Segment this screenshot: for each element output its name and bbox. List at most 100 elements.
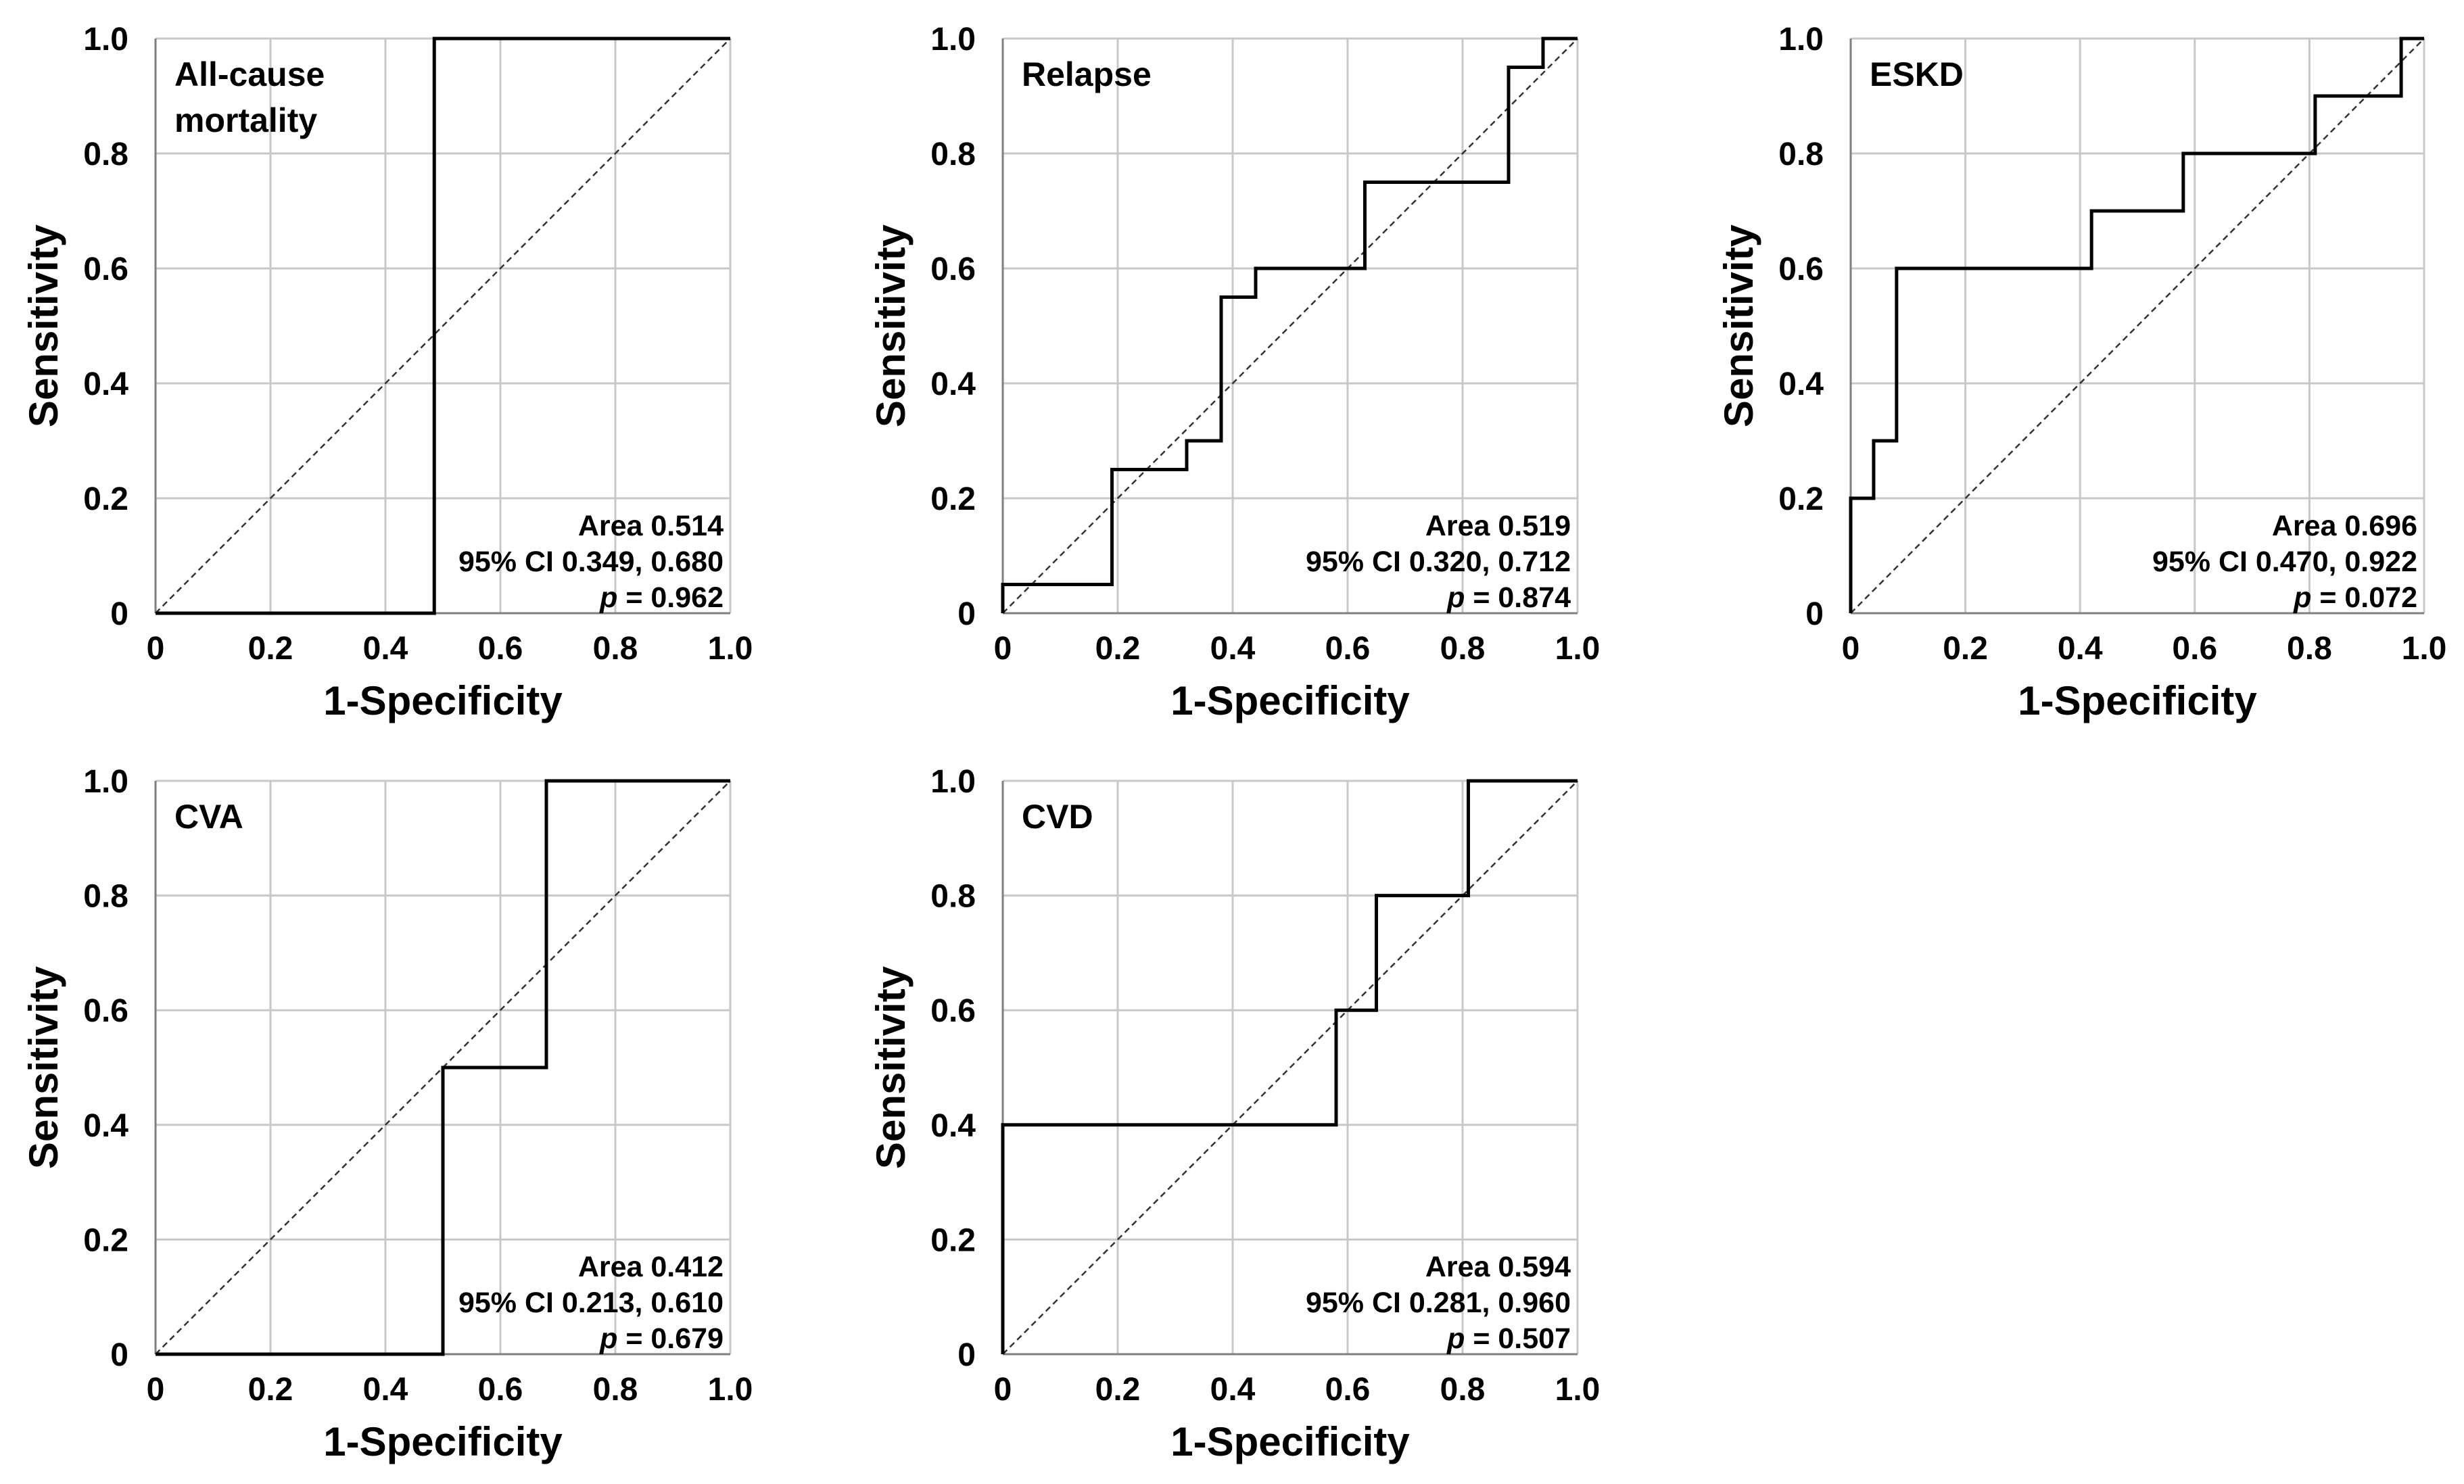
auc-label: Area 0.412 — [578, 1251, 724, 1283]
y-tick-label: 0.6 — [83, 993, 128, 1029]
panel-title: Relapse — [1022, 55, 1152, 93]
x-tick-label: 0.2 — [1095, 631, 1141, 667]
reference-diagonal — [155, 38, 731, 614]
y-tick-label: 0.6 — [83, 252, 128, 287]
x-axis-title: 1-Specificity — [1170, 678, 1410, 723]
roc-curve — [1001, 37, 1578, 613]
y-tick-label: 1.0 — [83, 764, 128, 800]
auc-label: Area 0.519 — [1425, 510, 1571, 542]
panel-title: mortality — [174, 101, 317, 139]
auc-label: Area 0.594 — [1425, 1251, 1571, 1283]
x-tick-label: 0.6 — [2172, 631, 2217, 667]
p-symbol: p — [2293, 581, 2311, 614]
y-tick-label: 0 — [957, 596, 976, 632]
roc-curve — [156, 37, 730, 615]
x-tick-label: 0.4 — [363, 631, 408, 667]
x-tick-label: 0.6 — [478, 1372, 523, 1408]
p-value-label: p = 0.679 — [599, 1322, 724, 1355]
reference-diagonal — [1002, 38, 1578, 614]
x-tick-label: 1.0 — [2402, 631, 2447, 667]
y-tick-label: 0.4 — [1778, 366, 1824, 402]
roc-panel-1: 0 0.2 0.4 0.6 0.8 1.0 0 0.2 0.4 0.6 0.8 1.0 1-Specif… — [868, 22, 1600, 723]
auc-label: Area 0.696 — [2272, 510, 2417, 542]
p-value: = 0.072 — [2311, 581, 2417, 614]
x-tick-label: 0.4 — [2058, 631, 2103, 667]
x-tick-label: 0.2 — [1095, 1372, 1141, 1408]
y-axis-title: Sensitivity — [21, 965, 66, 1169]
y-tick-label: 0.2 — [83, 1222, 128, 1258]
x-tick-label: 1.0 — [708, 631, 753, 667]
x-tick-label: 0.2 — [248, 631, 293, 667]
y-tick-label: 0.2 — [930, 481, 976, 517]
p-value-label: p = 0.507 — [1446, 1322, 1571, 1355]
y-axis-title: Sensitivity — [868, 224, 914, 427]
x-tick-label: 0.6 — [478, 631, 523, 667]
y-tick-label: 0.2 — [1778, 481, 1824, 517]
reference-diagonal — [1002, 780, 1578, 1355]
x-tick-label: 0 — [147, 631, 165, 667]
roc-panel-4: 0 0.2 0.4 0.6 0.8 1.0 0 0.2 0.4 0.6 0.8 1.0 1-Specif… — [868, 764, 1600, 1464]
x-tick-label: 0.8 — [593, 1372, 638, 1408]
x-tick-label: 0.4 — [1210, 631, 1256, 667]
y-tick-label: 0.4 — [930, 366, 976, 402]
p-value-label: p = 0.072 — [2293, 581, 2417, 614]
p-symbol: p — [1446, 581, 1465, 614]
p-symbol: p — [1446, 1322, 1465, 1355]
panel-title: CVA — [174, 798, 243, 836]
y-tick-label: 0 — [957, 1337, 976, 1373]
y-tick-label: 0 — [110, 1337, 128, 1373]
y-axis-title: Sensitivity — [1716, 224, 1761, 427]
y-tick-label: 0.2 — [930, 1222, 976, 1258]
p-value-label: p = 0.874 — [1446, 581, 1571, 614]
x-tick-label: 0 — [147, 1372, 165, 1408]
y-tick-label: 1.0 — [930, 22, 976, 57]
y-tick-label: 1.0 — [1778, 22, 1824, 57]
x-tick-label: 0.2 — [248, 1372, 293, 1408]
roc-panel-2: 0 0.2 0.4 0.6 0.8 1.0 0 0.2 0.4 0.6 0.8 1.0 1-Specif… — [1716, 22, 2446, 723]
y-tick-label: 0.4 — [83, 366, 128, 402]
y-tick-label: 0.4 — [83, 1108, 128, 1144]
x-tick-label: 0 — [994, 1372, 1012, 1408]
x-axis-title: 1-Specificity — [323, 678, 563, 723]
ci-label: 95% CI 0.213, 0.610 — [458, 1287, 724, 1319]
p-value: = 0.962 — [617, 581, 724, 614]
p-value-label: p = 0.962 — [599, 581, 724, 614]
panel-title: ESKD — [1870, 55, 1964, 93]
y-tick-label: 0 — [1805, 596, 1824, 632]
ci-label: 95% CI 0.281, 0.960 — [1306, 1287, 1571, 1319]
x-tick-label: 0.8 — [1440, 631, 1486, 667]
reference-diagonal — [1850, 38, 2425, 614]
x-tick-label: 0.8 — [593, 631, 638, 667]
x-tick-label: 0.8 — [1440, 1372, 1486, 1408]
x-tick-label: 0.4 — [1210, 1372, 1256, 1408]
panel-title: All-cause — [174, 55, 325, 93]
y-tick-label: 0 — [110, 596, 128, 632]
ci-label: 95% CI 0.349, 0.680 — [458, 546, 724, 578]
y-tick-label: 0.2 — [83, 481, 128, 517]
p-value: = 0.507 — [1465, 1322, 1571, 1355]
ci-label: 95% CI 0.470, 0.922 — [2152, 546, 2417, 578]
y-tick-label: 1.0 — [930, 764, 976, 800]
p-symbol: p — [599, 581, 617, 614]
y-tick-label: 0.8 — [930, 879, 976, 915]
panel-title: CVD — [1022, 798, 1093, 836]
y-tick-label: 0.8 — [930, 137, 976, 172]
auc-label: Area 0.514 — [578, 510, 724, 542]
x-axis-title: 1-Specificity — [1170, 1419, 1410, 1464]
y-tick-label: 0.8 — [83, 879, 128, 915]
y-axis-title: Sensitivity — [21, 224, 66, 427]
roc-curve — [1849, 37, 2424, 613]
ci-label: 95% CI 0.320, 0.712 — [1306, 546, 1571, 578]
roc-curve — [1001, 779, 1578, 1354]
p-symbol: p — [599, 1322, 617, 1355]
y-axis-title: Sensitivity — [868, 965, 914, 1169]
x-tick-label: 1.0 — [708, 1372, 753, 1408]
roc-panel-3: 0 0.2 0.4 0.6 0.8 1.0 0 0.2 0.4 0.6 0.8 1.0 1-Specif… — [21, 764, 753, 1464]
x-tick-label: 0.2 — [1943, 631, 1988, 667]
y-tick-label: 1.0 — [83, 22, 128, 57]
x-tick-label: 0 — [994, 631, 1012, 667]
x-tick-label: 0 — [1842, 631, 1860, 667]
p-value: = 0.874 — [1465, 581, 1571, 614]
y-tick-label: 0.6 — [930, 993, 976, 1029]
